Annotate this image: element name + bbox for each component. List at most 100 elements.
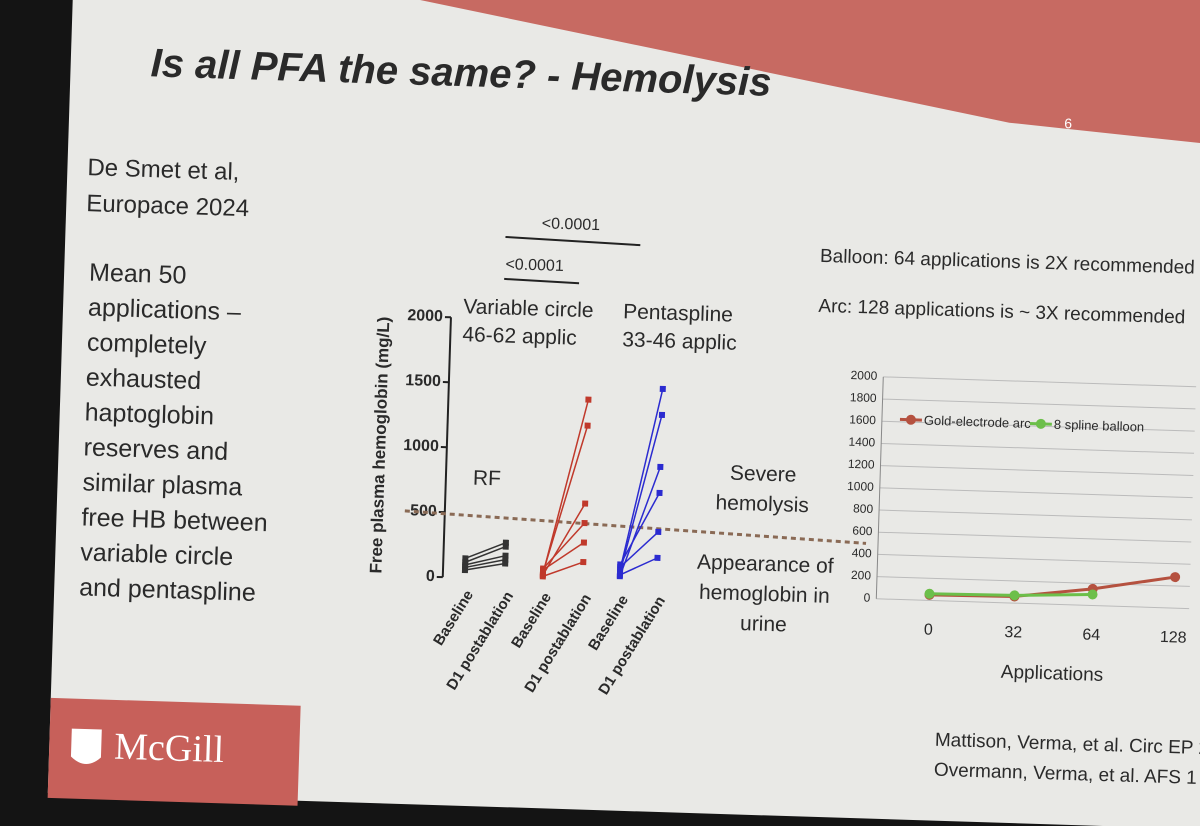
y-tick-label: 2000: [850, 368, 877, 383]
y-tick-label: 0: [863, 591, 870, 605]
slide-surface: [47, 0, 1200, 826]
point: [539, 565, 547, 572]
p-value: <0.0001: [505, 256, 564, 275]
grid-line: [876, 598, 1190, 610]
point: [502, 560, 509, 567]
annotation: Appearance of: [697, 551, 834, 578]
subject-line: [542, 399, 590, 574]
logo: McGill: [114, 726, 225, 771]
subject-line: [465, 542, 507, 560]
subject-line: [619, 531, 659, 568]
x-tick-label: 64: [1082, 626, 1100, 644]
body-text: Mean 50: [89, 259, 187, 290]
point: [580, 539, 588, 546]
point: [580, 558, 587, 566]
body-text: variable circle: [80, 538, 234, 571]
y-tick-label: 800: [853, 501, 874, 516]
point: [585, 396, 592, 403]
point: [461, 566, 469, 574]
point: [658, 411, 666, 419]
point: [1170, 572, 1181, 583]
point: [656, 489, 663, 497]
subject-line: [464, 558, 506, 569]
y-tick-label: 200: [851, 568, 872, 583]
point: [617, 561, 624, 568]
body-text: similar plasma: [82, 468, 243, 501]
subject-line: [542, 541, 585, 571]
point: [584, 422, 591, 429]
grid-line: [882, 398, 1196, 410]
subject-line: [542, 522, 586, 570]
logo-band: [47, 697, 301, 806]
annotation: hemoglobin in: [699, 581, 830, 608]
grid-line: [883, 376, 1197, 388]
body-text: completely: [87, 328, 208, 360]
y-tick-label: 1000: [403, 437, 439, 455]
point: [657, 463, 664, 471]
point: [924, 588, 935, 599]
annotation: hemolysis: [715, 491, 809, 517]
point: [581, 519, 588, 527]
legend-marker: [905, 414, 916, 425]
subject-line: [619, 466, 662, 577]
point: [659, 385, 666, 393]
y-tick-label: 1500: [405, 372, 441, 390]
subject-line: [619, 414, 663, 573]
y-tick-label: 600: [852, 524, 873, 539]
subject-line: [619, 388, 664, 570]
annotation: Severe: [730, 462, 797, 487]
header-band: [273, 0, 1200, 144]
y-tick-label: 1200: [848, 457, 875, 472]
p-value: <0.0001: [542, 215, 601, 234]
y-tick-label: 0: [426, 568, 436, 585]
point: [462, 555, 469, 562]
reference: Europace 2024: [86, 190, 250, 222]
point: [502, 539, 509, 546]
body-text: free HB between: [81, 503, 268, 537]
subject-line: [542, 561, 584, 578]
x-tick-label: 32: [1004, 624, 1022, 642]
body-text: haptoglobin: [84, 398, 214, 430]
body-text: and pentaspline: [79, 573, 256, 607]
group-label: 33-46 applic: [622, 328, 737, 355]
subject-line: [542, 503, 586, 576]
subject-line: [619, 492, 661, 565]
y-tick-label: 1000: [847, 479, 874, 494]
legend-label: Gold-electrode arc: [924, 413, 1032, 431]
page-number: 6: [1064, 115, 1072, 131]
body-text: reserves and: [83, 433, 228, 466]
grid-line: [878, 531, 1192, 543]
point: [582, 500, 589, 507]
subject-line: [464, 545, 507, 563]
body-text: applications –: [88, 293, 242, 326]
group-label: 46-62 applic: [462, 323, 577, 350]
legend-marker: [1035, 418, 1046, 429]
y-tick-label: 2000: [407, 307, 443, 325]
y-tick-label: 1600: [849, 412, 876, 427]
group-label: RF: [473, 467, 502, 491]
legend-label: 8 spline balloon: [1054, 417, 1145, 435]
subject-line: [464, 562, 506, 571]
point: [1087, 589, 1098, 600]
grid-line: [879, 487, 1193, 499]
y-tick-label: 400: [851, 546, 872, 561]
y-tick-label: 1800: [850, 390, 877, 405]
y-axis: [875, 376, 884, 599]
y-tick-label: 1400: [848, 435, 875, 450]
point: [1009, 590, 1020, 601]
x-tick-label: 0: [924, 622, 934, 639]
subject-line: [464, 554, 506, 566]
grid-line: [876, 576, 1190, 587]
grid-line: [877, 553, 1191, 565]
x-tick-label: 128: [1160, 629, 1187, 647]
reference: De Smet et al,: [87, 154, 240, 186]
bracket: [504, 277, 580, 285]
point: [654, 554, 661, 561]
point: [655, 528, 662, 535]
annotation: urine: [740, 612, 787, 636]
slide: 6 Is all PFA the same? - Hemolysis McGil…: [47, 0, 1200, 826]
point: [616, 571, 624, 578]
subject-line: [542, 425, 589, 573]
point: [539, 573, 546, 580]
